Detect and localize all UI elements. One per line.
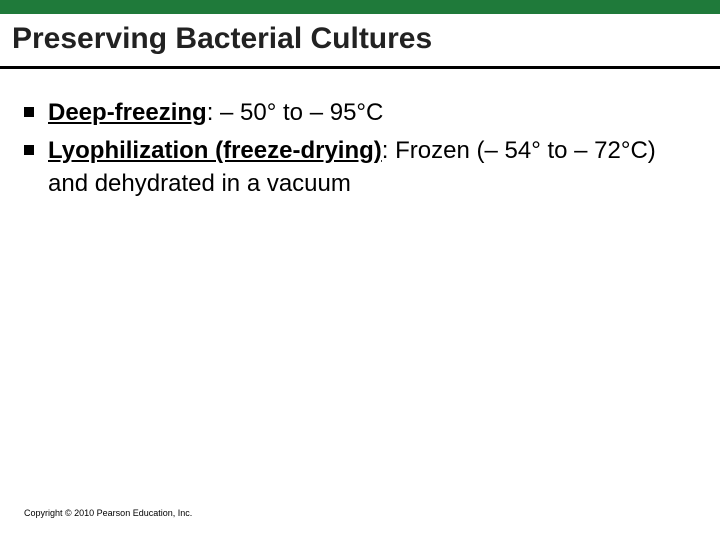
square-bullet-icon [24,145,34,155]
bullet-text: Lyophilization (freeze-drying): Frozen (… [48,135,696,200]
bullet-term: Deep-freezing [48,99,207,126]
copyright-text: Copyright © 2010 Pearson Education, Inc. [24,508,192,518]
top-accent-bar [0,0,720,14]
bullet-item: Deep-freezing: – 50° to – 95°C [24,97,696,129]
content-area: Deep-freezing: – 50° to – 95°C Lyophiliz… [0,97,720,200]
slide-title: Preserving Bacterial Cultures [0,14,720,66]
bullet-text: Deep-freezing: – 50° to – 95°C [48,97,383,129]
bullet-item: Lyophilization (freeze-drying): Frozen (… [24,135,696,200]
square-bullet-icon [24,107,34,117]
bullet-desc: : – 50° to – 95°C [207,99,384,126]
bullet-term: Lyophilization (freeze-drying) [48,137,382,164]
title-underline [0,66,720,69]
